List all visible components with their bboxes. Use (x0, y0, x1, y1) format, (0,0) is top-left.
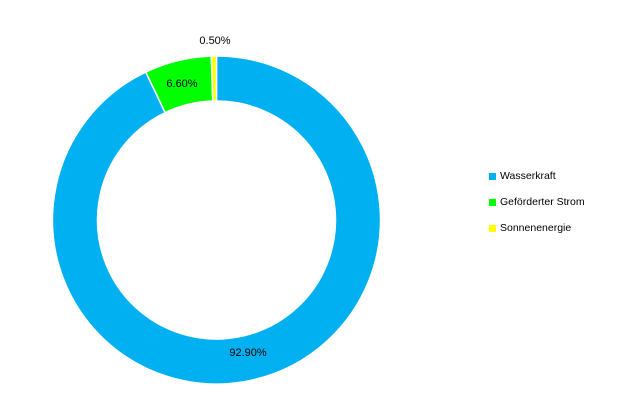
legend-label-wasserkraft: Wasserkraft (500, 170, 556, 182)
slice-2 (210, 55, 218, 102)
legend: Wasserkraft Geförderter Strom Sonnenener… (489, 163, 585, 241)
legend-swatch-gefoerderter-strom (489, 198, 496, 206)
data-label-2: 0.50% (199, 35, 230, 47)
legend-label-gefoerderter-strom: Geförderter Strom (500, 196, 585, 208)
legend-item-sonnenenergie: Sonnenenergie (489, 215, 585, 241)
legend-item-gefoerderter-strom: Geförderter Strom (489, 189, 585, 215)
slice-0 (51, 55, 382, 385)
data-label-0: 92.90% (229, 347, 267, 359)
legend-swatch-wasserkraft (489, 172, 496, 180)
legend-label-sonnenenergie: Sonnenenergie (500, 222, 572, 234)
data-label-1: 6.60% (166, 78, 197, 90)
legend-item-wasserkraft: Wasserkraft (489, 163, 585, 189)
legend-swatch-sonnenenergie (489, 224, 496, 232)
